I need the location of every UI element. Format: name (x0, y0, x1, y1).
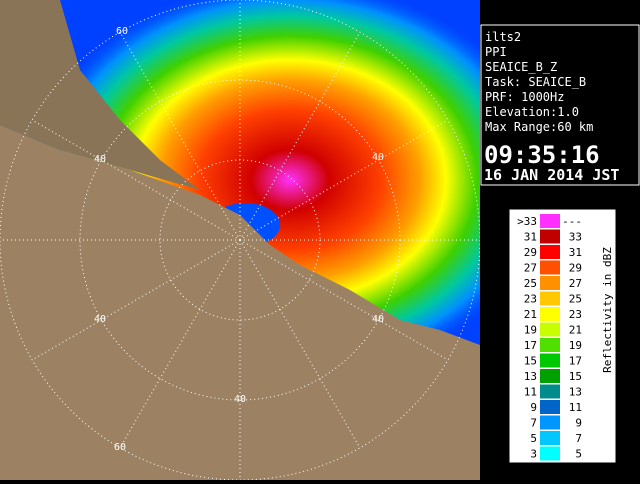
info-line: ilts2 (485, 30, 521, 44)
ring-label: 60 (114, 442, 126, 453)
radar-image: 60 40 40 40 40 40 60 (0, 0, 480, 480)
legend-high: 19 (569, 339, 582, 352)
legend-low: 11 (524, 386, 537, 399)
ring-label: 60 (116, 26, 128, 37)
legend-high: --- (562, 215, 582, 228)
time: 09:35:16 (484, 141, 600, 169)
legend-high: 29 (569, 262, 582, 275)
legend-swatch (540, 431, 560, 445)
legend-low: 13 (524, 370, 537, 383)
legend-low: 27 (524, 262, 537, 275)
legend-swatch (540, 229, 560, 244)
legend-swatch (540, 245, 560, 259)
legend-low: 25 (524, 277, 537, 290)
legend-swatch (540, 353, 560, 368)
legend-title: Reflectivity in dBZ (601, 247, 614, 373)
legend-low: 15 (524, 355, 537, 368)
date: 16 JAN 2014 JST (484, 166, 619, 184)
legend-swatch (540, 415, 560, 430)
legend-swatch (540, 322, 560, 337)
legend-swatch (540, 369, 560, 383)
legend-swatch (540, 260, 560, 275)
legend-high: 23 (569, 308, 582, 321)
legend-box (509, 209, 616, 463)
info-line: Elevation:1.0 (485, 105, 579, 119)
legend-high: 9 (575, 417, 582, 430)
legend-high: 21 (569, 324, 582, 337)
legend-high: 5 (575, 448, 582, 461)
legend-swatch (540, 214, 560, 228)
legend-low: >33 (517, 215, 537, 228)
ring-label: 40 (94, 314, 106, 325)
legend-low: 5 (530, 432, 537, 445)
ring-label: 40 (372, 314, 384, 325)
legend-high: 17 (569, 355, 582, 368)
legend-low: 17 (524, 339, 537, 352)
info-box (480, 24, 640, 186)
info-line: SEAICE_B_Z (485, 60, 557, 74)
range-rings (0, 0, 480, 480)
legend-high: 27 (569, 277, 582, 290)
legend-high: 13 (569, 386, 582, 399)
legend-low: 21 (524, 308, 537, 321)
ring-label: 40 (94, 154, 106, 165)
legend-high: 31 (569, 246, 582, 259)
legend-low: 19 (524, 324, 537, 337)
ring-label: 40 (372, 152, 384, 163)
legend-high: 15 (569, 370, 582, 383)
legend-swatch (540, 446, 560, 461)
legend-low: 3 (530, 448, 537, 461)
legend-swatch (540, 307, 560, 321)
legend-high: 7 (575, 432, 582, 445)
legend-low: 31 (524, 231, 537, 244)
legend-low: 23 (524, 293, 537, 306)
legend-high: 33 (569, 231, 582, 244)
legend-high: 25 (569, 293, 582, 306)
legend-low: 9 (530, 401, 537, 414)
legend-low: 7 (530, 417, 537, 430)
legend-swatch (540, 276, 560, 290)
info-line: PRF: 1000Hz (485, 90, 564, 104)
info-line: Task: SEAICE_B (485, 75, 586, 89)
land (0, 0, 200, 190)
ring-label: 40 (234, 394, 246, 405)
legend-swatch (540, 291, 560, 306)
legend-high: 11 (569, 401, 582, 414)
legend-swatch (540, 384, 560, 399)
info-line: PPI (485, 45, 507, 59)
legend-low: 29 (524, 246, 537, 259)
legend-swatch (540, 400, 560, 414)
info-line: Max Range:60 km (485, 120, 593, 134)
legend-swatch (540, 338, 560, 352)
land (0, 125, 480, 480)
